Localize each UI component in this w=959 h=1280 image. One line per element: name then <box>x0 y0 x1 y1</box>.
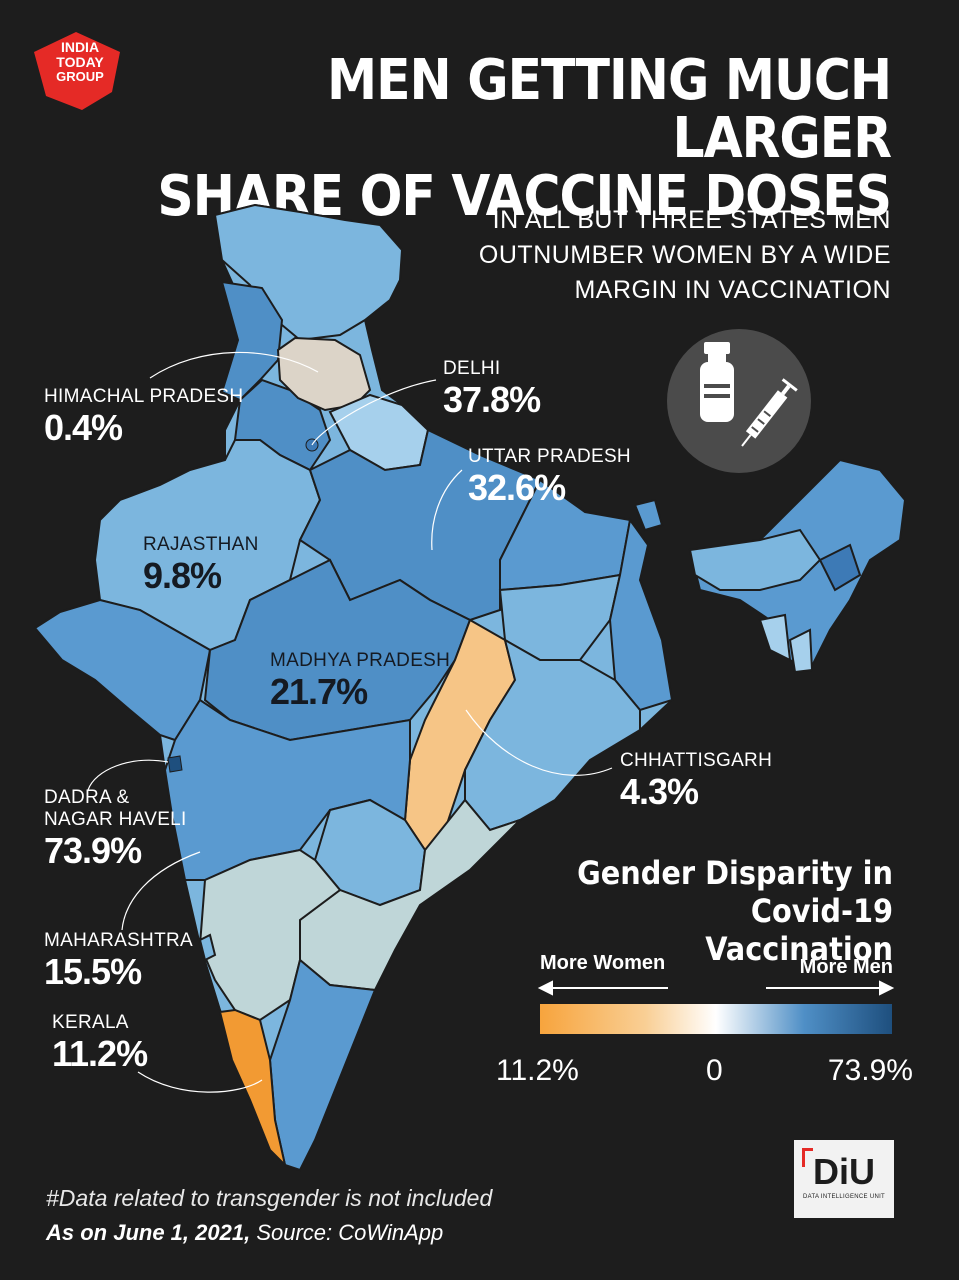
legend-tick-max: 73.9% <box>827 1054 913 1087</box>
label-madhya-pradesh: MADHYA PRADESH 21.7% <box>270 650 450 712</box>
state-nagaland <box>818 543 862 592</box>
label-delhi: DELHI 37.8% <box>443 358 541 420</box>
label-kerala: KERALA 11.2% <box>52 1012 148 1074</box>
label-name: RAJASTHAN <box>143 534 259 555</box>
label-dadra-nagar-haveli: DADRA & NAGAR HAVELI 73.9% <box>44 787 187 871</box>
logo-line-3: GROUP <box>56 69 104 84</box>
legend-title-line-1: Gender Disparity in <box>577 854 893 892</box>
label-value: 0.4% <box>44 407 123 448</box>
state-mizoram <box>788 628 814 674</box>
source-line: As on June 1, 2021, Source: CoWinApp <box>46 1220 443 1246</box>
label-value: 21.7% <box>270 671 368 712</box>
label-value: 15.5% <box>44 951 142 992</box>
leader-kerala <box>137 1071 263 1093</box>
state-kerala <box>218 1008 287 1169</box>
label-himachal-pradesh: HIMACHAL PRADESH 0.4% <box>44 386 243 448</box>
legend-tick-zero: 0 <box>706 1054 723 1087</box>
leader-delhi <box>311 379 437 446</box>
footnote: #Data related to transgender is not incl… <box>46 1185 493 1211</box>
label-value: 9.8% <box>143 555 222 596</box>
label-uttar-pradesh: UTTAR PRADESH 32.6% <box>468 446 631 508</box>
state-west-bengal <box>608 517 674 712</box>
label-name: HIMACHAL PRADESH <box>44 386 244 407</box>
leader-uttar-pradesh <box>431 469 463 551</box>
legend-more-men-label: More Men <box>799 956 893 978</box>
diu-corner-mark <box>802 1148 813 1167</box>
label-name: KERALA <box>52 1012 129 1033</box>
arrow-left-head <box>537 980 553 996</box>
label-maharashtra: MAHARASHTRA 15.5% <box>44 930 193 992</box>
diu-logo-subtext: DATA INTELLIGENCE UNIT <box>802 1194 886 1200</box>
legend-more-women-label: More Women <box>540 952 666 974</box>
label-chhattisgarh: CHHATTISGARH 4.3% <box>620 750 772 812</box>
diu-logo: DiU DATA INTELLIGENCE UNIT <box>794 1140 894 1218</box>
state-odisha <box>464 637 641 832</box>
state-sikkim <box>633 498 664 532</box>
title-line-1: MEN GETTING MUCH LARGER <box>326 48 892 171</box>
label-name-line-1: DADRA & <box>44 787 130 808</box>
label-value: 32.6% <box>468 467 566 508</box>
leader-himachal <box>149 351 319 379</box>
label-rajasthan: RAJASTHAN 9.8% <box>143 534 259 596</box>
state-assam <box>688 528 822 591</box>
logo-line-2: TODAY <box>56 54 104 70</box>
state-goa <box>198 933 217 962</box>
state-tripura <box>758 613 792 662</box>
source-text: Source: CoWinApp <box>256 1220 444 1245</box>
subtitle-line-1: IN ALL BUT THREE STATES MEN <box>492 206 891 234</box>
leader-maharashtra <box>121 851 201 931</box>
label-value: 73.9% <box>44 830 142 871</box>
label-value: 37.8% <box>443 379 541 420</box>
subtitle: IN ALL BUT THREE STATES MEN OUTNUMBER WO… <box>371 203 891 308</box>
label-name: UTTAR PRADESH <box>468 446 631 467</box>
subtitle-line-2: OUTNUMBER WOMEN BY A WIDE <box>478 241 891 269</box>
subtitle-line-3: MARGIN IN VACCINATION <box>574 276 891 304</box>
leader-chhattisgarh <box>465 709 613 776</box>
as-on-date: As on June 1, 2021, <box>46 1220 251 1245</box>
logo-line-1: INDIA <box>61 39 99 55</box>
leader-dadra <box>87 759 169 791</box>
label-name-line-2: NAGAR HAVELI <box>44 809 187 830</box>
label-name: MADHYA PRADESH <box>270 650 451 671</box>
state-dadra-nagar-haveli <box>167 755 183 773</box>
leader-lines <box>87 351 613 1093</box>
legend-title: Gender Disparity in Covid-19 Vaccination <box>563 854 893 968</box>
label-name: DELHI <box>443 358 501 379</box>
arrow-right-head <box>879 980 895 996</box>
legend-tick-min: 11.2% <box>496 1054 579 1087</box>
diu-logo-text: DiU <box>813 1151 875 1192</box>
legend-gradient-bar <box>540 1004 892 1034</box>
state-punjab <box>220 280 284 402</box>
label-name: CHHATTISGARH <box>620 750 773 771</box>
label-name: MAHARASHTRA <box>44 930 193 951</box>
vaccine-syringe-icon <box>667 329 811 473</box>
label-value: 4.3% <box>620 771 699 812</box>
legend-title-line-2: Covid-19 Vaccination <box>705 892 893 968</box>
india-today-logo: INDIA TODAY GROUP <box>34 32 120 110</box>
label-value: 11.2% <box>52 1033 148 1074</box>
legend-scale <box>537 980 895 1034</box>
